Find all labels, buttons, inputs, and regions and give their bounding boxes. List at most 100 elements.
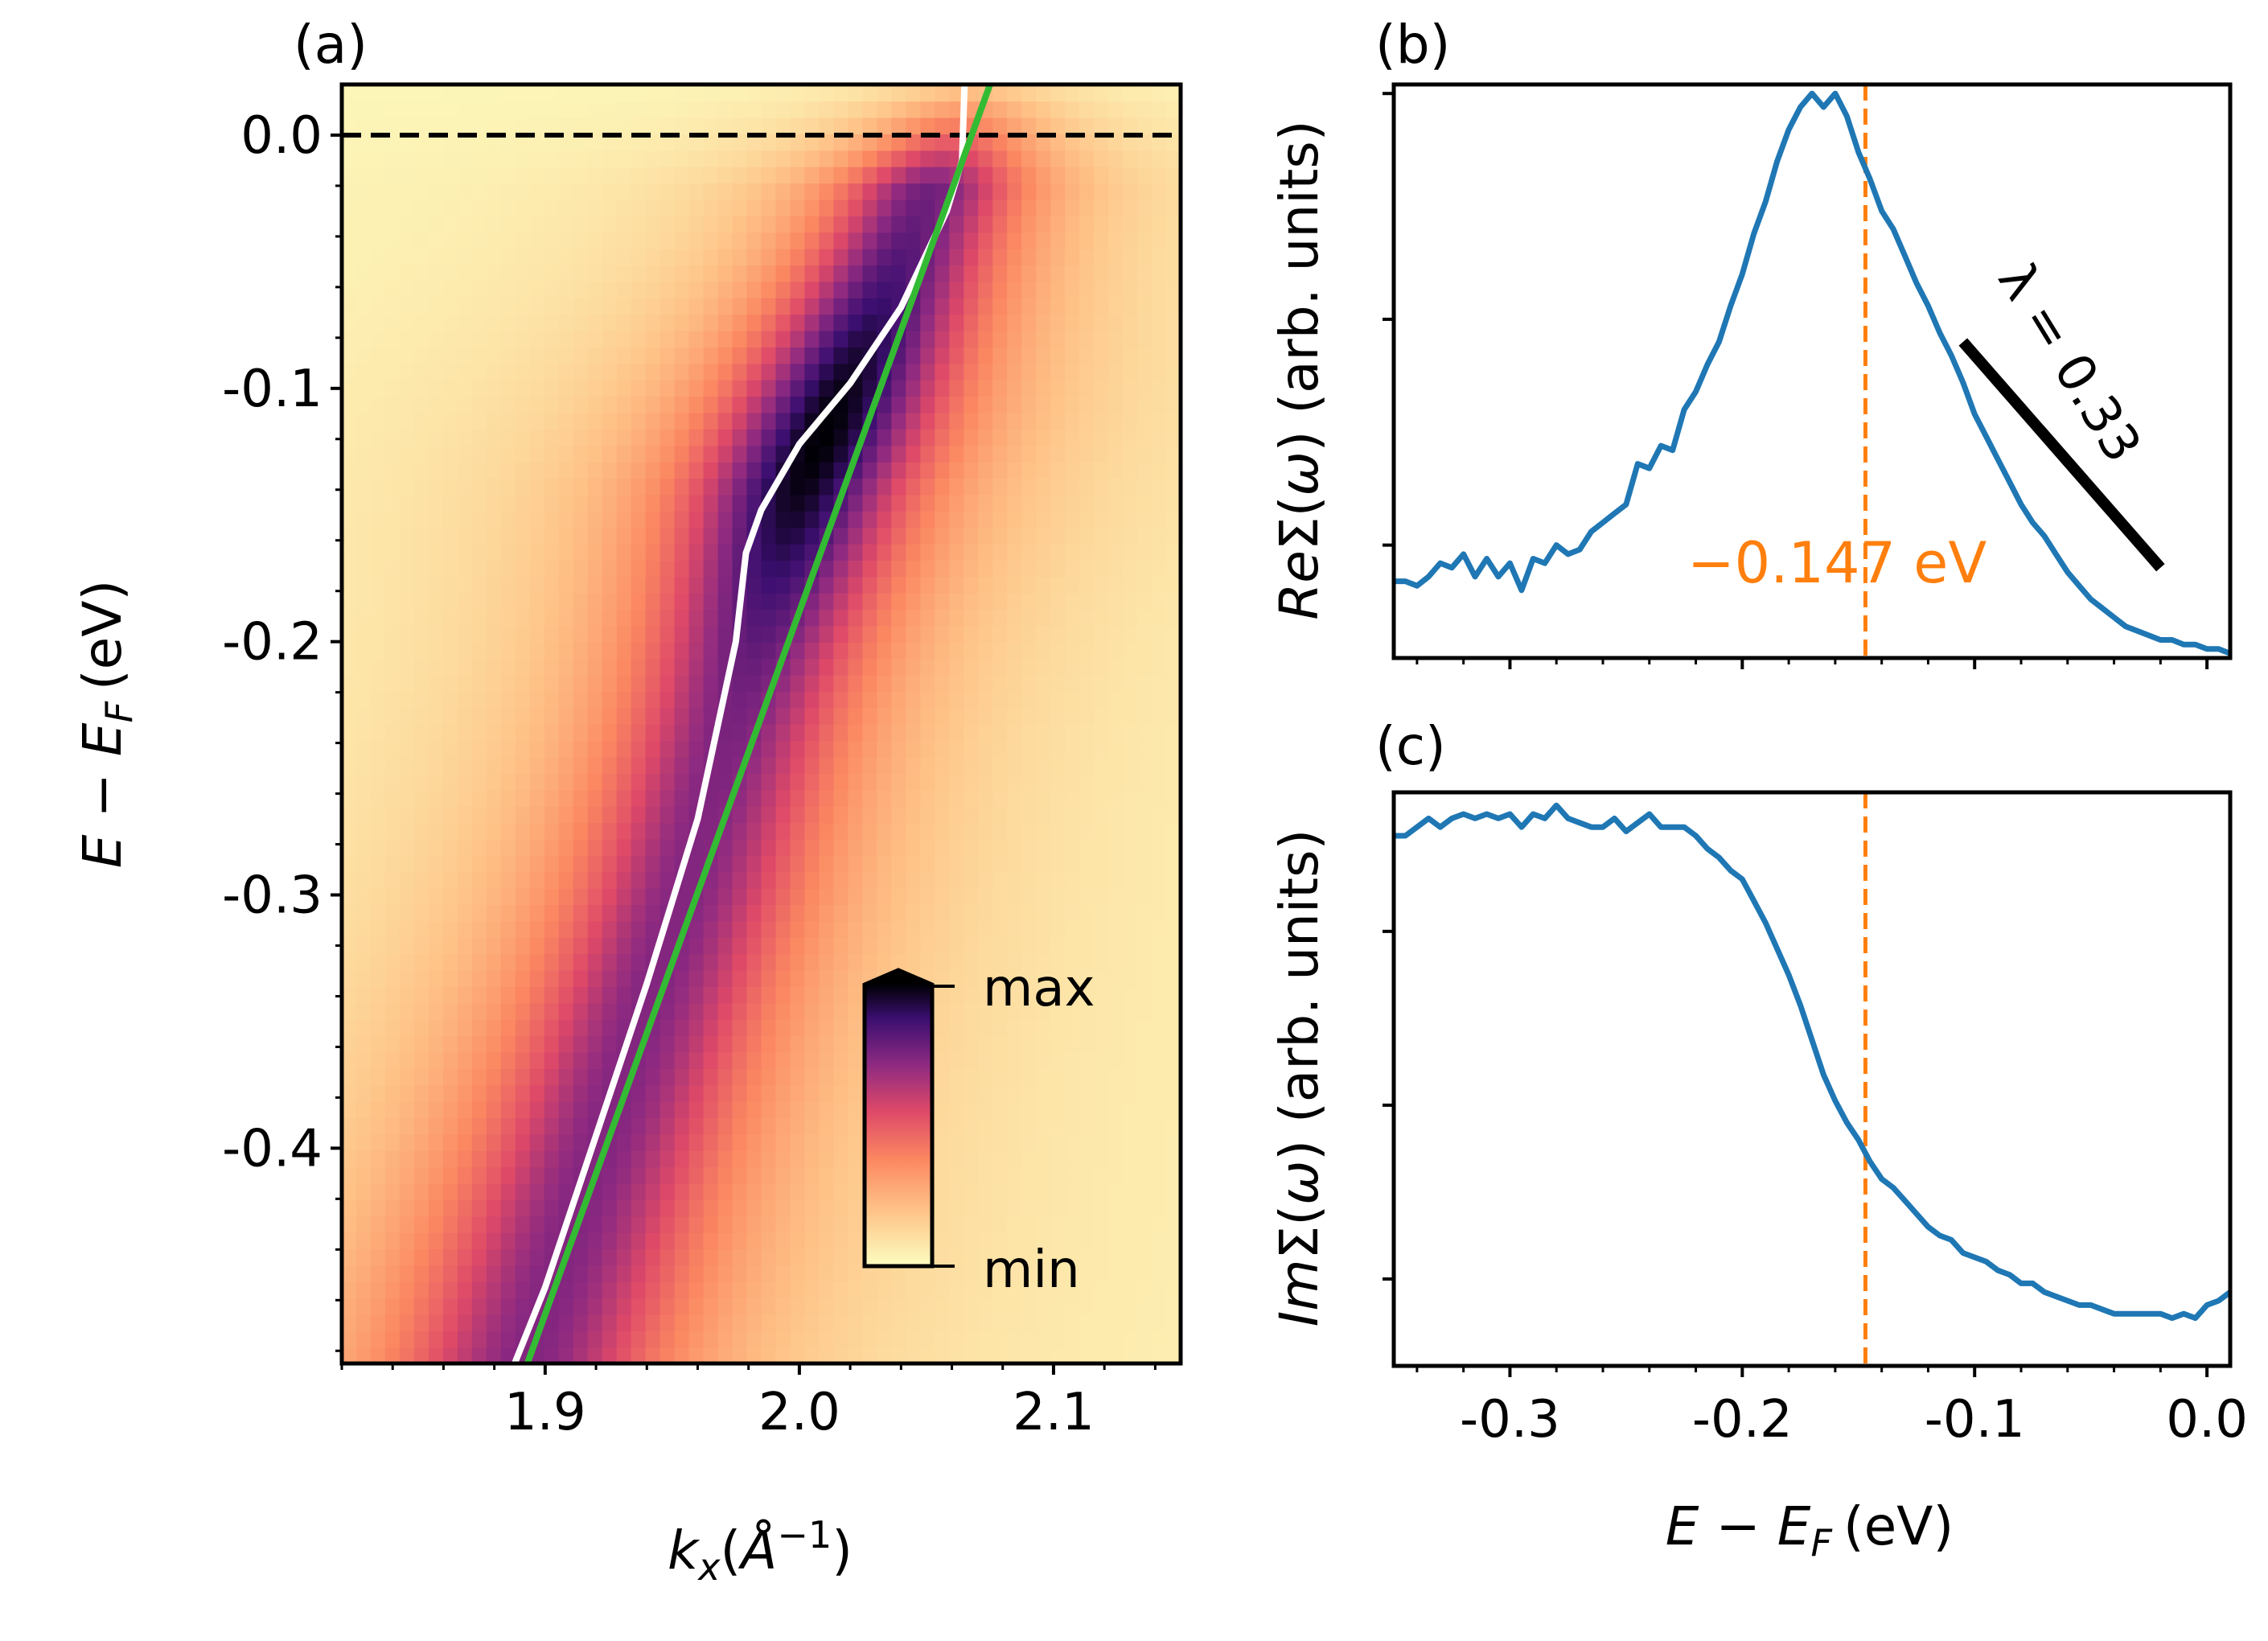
a-heatmap-cell bbox=[862, 166, 878, 184]
a-heatmap-cell bbox=[819, 347, 835, 364]
a-heatmap-cell bbox=[659, 134, 676, 151]
a-heatmap-cell bbox=[1108, 1182, 1124, 1200]
a-heatmap-cell bbox=[587, 461, 603, 479]
a-heatmap-cell bbox=[775, 1051, 791, 1069]
a-heatmap-cell bbox=[1036, 969, 1051, 987]
a-heatmap-cell bbox=[1079, 1002, 1095, 1020]
a-heatmap-cell bbox=[399, 1117, 415, 1135]
a-heatmap-cell bbox=[819, 838, 835, 856]
a-heatmap-cell bbox=[992, 363, 1008, 380]
a-heatmap-cell bbox=[732, 1298, 748, 1315]
a-heatmap-cell bbox=[906, 855, 922, 873]
a-heatmap-cell bbox=[1036, 248, 1051, 265]
a-heatmap-cell bbox=[356, 412, 372, 430]
a-heatmap-cell bbox=[442, 1100, 458, 1118]
a-heatmap-cell bbox=[631, 625, 647, 643]
a-heatmap-cell bbox=[544, 740, 560, 758]
c-xtick-label: 0.0 bbox=[2166, 1390, 2248, 1450]
a-heatmap-cell bbox=[442, 560, 458, 578]
a-heatmap-cell bbox=[413, 1100, 429, 1118]
a-heatmap-cell bbox=[862, 560, 878, 578]
a-heatmap-cell bbox=[674, 1232, 690, 1250]
a-heatmap-cell bbox=[674, 101, 690, 118]
a-heatmap-cell bbox=[587, 674, 603, 692]
a-heatmap-cell bbox=[544, 576, 560, 594]
a-heatmap-cell bbox=[1152, 773, 1167, 791]
a-heatmap-cell bbox=[1137, 658, 1152, 676]
a-heatmap-cell bbox=[688, 1002, 705, 1020]
a-heatmap-cell bbox=[963, 609, 980, 627]
a-heatmap-cell bbox=[949, 543, 965, 561]
a-heatmap-cell bbox=[371, 1314, 386, 1331]
a-heatmap-cell bbox=[746, 363, 762, 380]
a-heatmap-cell bbox=[457, 494, 473, 512]
a-heatmap-cell bbox=[384, 805, 401, 824]
a-heatmap-cell bbox=[949, 199, 965, 216]
a-heatmap-cell bbox=[500, 855, 516, 873]
a-heatmap-cell bbox=[1108, 412, 1124, 430]
a-heatmap-cell bbox=[1007, 789, 1022, 807]
a-heatmap-cell bbox=[717, 740, 733, 758]
a-heatmap-cell bbox=[877, 166, 893, 184]
a-heatmap-cell bbox=[992, 887, 1008, 905]
a-heatmap-cell bbox=[891, 183, 907, 200]
a-heatmap-cell bbox=[1108, 805, 1124, 824]
a-heatmap-cell bbox=[457, 134, 473, 151]
a-heatmap-cell bbox=[992, 986, 1008, 1004]
a-heatmap-cell bbox=[1065, 1298, 1080, 1315]
a-heatmap-cell bbox=[1079, 822, 1095, 840]
a-heatmap-cell bbox=[790, 953, 806, 971]
a-heatmap-cell bbox=[775, 953, 791, 971]
a-heatmap-cell bbox=[500, 150, 516, 167]
a-heatmap-cell bbox=[1050, 576, 1066, 594]
a-ytick-label: -0.1 bbox=[222, 360, 323, 419]
a-heatmap-cell bbox=[963, 625, 980, 643]
a-heatmap-cell bbox=[413, 805, 429, 824]
a-heatmap-cell bbox=[631, 887, 647, 905]
a-heatmap-cell bbox=[949, 298, 965, 315]
a-heatmap-cell bbox=[602, 265, 618, 282]
a-heatmap-cell bbox=[688, 609, 705, 627]
a-heatmap-cell bbox=[544, 560, 560, 578]
a-heatmap-cell bbox=[558, 969, 574, 987]
a-heatmap-cell bbox=[790, 1215, 806, 1233]
a-heatmap-cell bbox=[371, 527, 386, 545]
a-heatmap-cell bbox=[342, 1281, 357, 1299]
a-heatmap-cell bbox=[413, 937, 429, 955]
a-heatmap-cell bbox=[862, 789, 878, 807]
a-heatmap-cell bbox=[471, 1330, 487, 1348]
a-heatmap-cell bbox=[1123, 658, 1138, 676]
a-heatmap-cell bbox=[1007, 1068, 1022, 1086]
a-heatmap-cell bbox=[906, 887, 922, 905]
a-heatmap-cell bbox=[573, 1084, 589, 1102]
a-heatmap-cell bbox=[457, 396, 473, 413]
a-heatmap-cell bbox=[862, 1314, 878, 1331]
a-heatmap-cell bbox=[342, 953, 357, 971]
a-heatmap-cell bbox=[1123, 1051, 1138, 1069]
a-heatmap-cell bbox=[891, 855, 907, 873]
a-heatmap-cell bbox=[515, 379, 531, 397]
a-heatmap-cell bbox=[1079, 101, 1095, 118]
a-heatmap-cell bbox=[529, 494, 545, 512]
a-heatmap-cell bbox=[1166, 330, 1181, 348]
a-heatmap-cell bbox=[1050, 199, 1066, 216]
a-heatmap-cell bbox=[1123, 1150, 1138, 1168]
a-heatmap-cell bbox=[1152, 1035, 1167, 1053]
a-heatmap-cell bbox=[587, 216, 603, 233]
a-heatmap-cell bbox=[688, 543, 705, 561]
a-heatmap-cell bbox=[1079, 773, 1095, 791]
a-heatmap-cell bbox=[356, 642, 372, 660]
a-heatmap-cell bbox=[544, 478, 560, 496]
a-heatmap-cell bbox=[1050, 1298, 1066, 1315]
a-heatmap-cell bbox=[428, 953, 444, 971]
a-heatmap-cell bbox=[1079, 986, 1095, 1004]
a-heatmap-cell bbox=[573, 166, 589, 184]
a-heatmap-cell bbox=[384, 1314, 401, 1331]
a-heatmap-cell bbox=[688, 314, 705, 331]
a-heatmap-cell bbox=[935, 625, 951, 643]
a-heatmap-cell bbox=[1094, 576, 1109, 594]
a-heatmap-cell bbox=[761, 953, 777, 971]
a-heatmap-cell bbox=[877, 887, 893, 905]
a-heatmap-cell bbox=[877, 871, 893, 889]
a-heatmap-cell bbox=[761, 658, 777, 676]
